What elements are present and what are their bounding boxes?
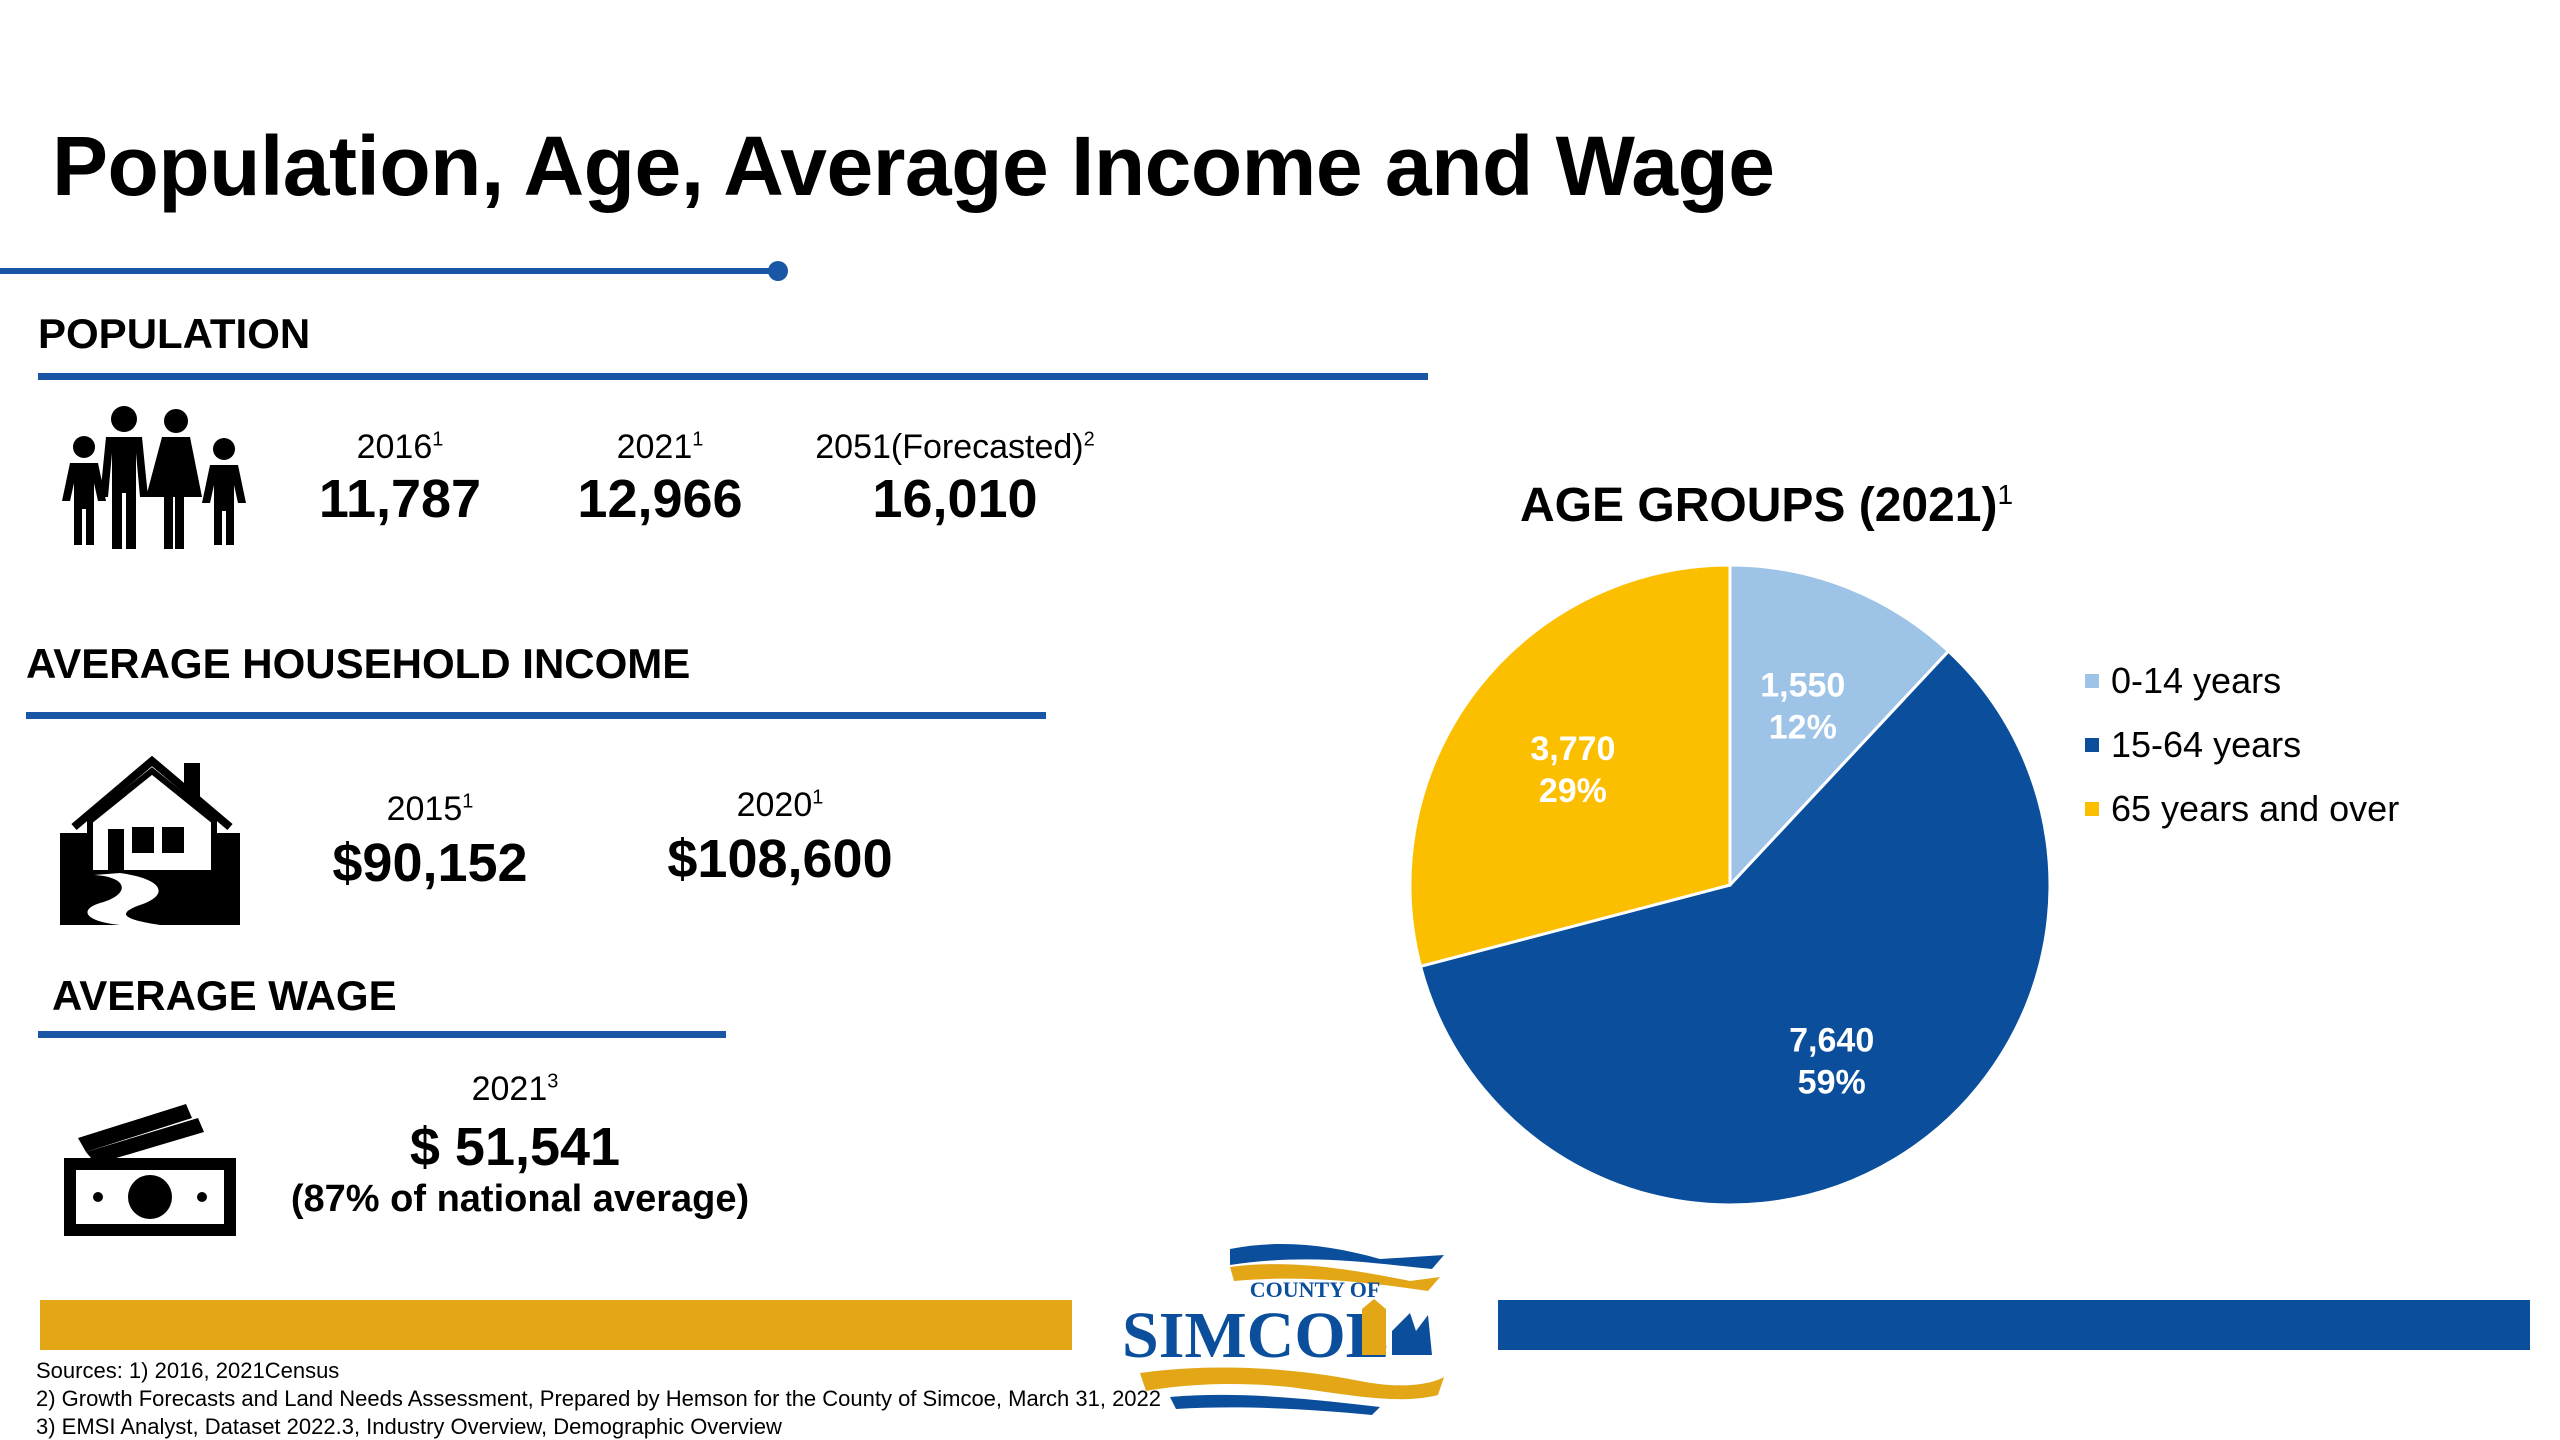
title-underline <box>0 268 780 274</box>
income-year-2015: 20151 <box>386 790 474 828</box>
wage-note: (87% of national average) <box>290 1178 750 1220</box>
income-year-2020: 20201 <box>736 786 824 824</box>
chart-legend: 0-14 years 15-64 years 65 years and over <box>2085 660 2399 852</box>
population-rule <box>38 373 1428 380</box>
county-of-simcoe-logo: COUNTY OF SIMCOE <box>1122 1244 1444 1415</box>
legend-item: 65 years and over <box>2085 788 2399 830</box>
population-value-2051: 16,010 <box>872 469 1038 529</box>
pie-value-label: 3,770 <box>1530 730 1615 768</box>
population-value-2021: 12,966 <box>577 469 743 529</box>
family-icon <box>62 406 246 549</box>
pie-percent-label: 29% <box>1539 772 1607 810</box>
pie-value-label: 7,640 <box>1789 1021 1874 1059</box>
house-icon <box>60 755 240 925</box>
population-heading: POPULATION <box>38 310 311 357</box>
population-year-2021: 20211 <box>616 428 704 466</box>
income-heading: AVERAGE HOUSEHOLD INCOME <box>26 640 691 687</box>
footer-bar-gold <box>40 1300 1072 1350</box>
source-line-1: Sources: 1) 2016, 2021Census <box>36 1358 340 1383</box>
population-year-2051: 2051(Forecasted)2 <box>815 428 1095 466</box>
legend-label: 0-14 years <box>2111 660 2282 701</box>
legend-item: 0-14 years <box>2085 660 2399 702</box>
wage-heading: AVERAGE WAGE <box>52 972 397 1019</box>
income-value-2020: $108,600 <box>667 829 893 889</box>
legend-label: 15-64 years <box>2111 724 2302 765</box>
logo-county-of-text: COUNTY OF <box>1250 1277 1381 1302</box>
legend-swatch <box>2085 738 2099 752</box>
source-line-3: 3) EMSI Analyst, Dataset 2022.3, Industr… <box>36 1414 782 1439</box>
population-year-2016: 20161 <box>356 428 444 466</box>
page-title: Population, Age, Average Income and Wage <box>52 119 1775 213</box>
population-value-2016: 11,787 <box>318 469 482 529</box>
legend-swatch <box>2085 802 2099 816</box>
money-icon <box>64 1104 236 1236</box>
pie-percent-label: 59% <box>1798 1063 1866 1101</box>
wage-year-2021: 20213 <box>471 1070 559 1108</box>
pie-value-label: 1,550 <box>1760 666 1845 704</box>
pie-slice-15-64-years <box>1418 649 2052 1207</box>
pie-slice-0-14-years <box>1728 563 1951 889</box>
chart-title: AGE GROUPS (2021)1 <box>1520 479 2014 532</box>
wage-value: $ 51,541 <box>409 1117 621 1177</box>
pie-percent-label: 12% <box>1769 708 1837 746</box>
legend-swatch <box>2085 674 2099 688</box>
age-groups-pie-chart: 1,550 12% 7,640 59% 3,770 29% <box>1408 563 2052 1207</box>
legend-item: 15-64 years <box>2085 724 2399 766</box>
income-rule <box>26 712 1046 719</box>
income-value-2015: $90,152 <box>332 833 528 893</box>
pie-slice-65-years-and-over <box>1408 563 1732 969</box>
footer-bar-blue <box>1498 1300 2530 1350</box>
wage-rule <box>38 1031 726 1038</box>
source-line-2: 2) Growth Forecasts and Land Needs Asses… <box>36 1386 1162 1411</box>
legend-label: 65 years and over <box>2111 788 2400 829</box>
title-underline-dot <box>768 261 788 281</box>
logo-simcoe-text: SIMCOE <box>1122 1299 1390 1372</box>
